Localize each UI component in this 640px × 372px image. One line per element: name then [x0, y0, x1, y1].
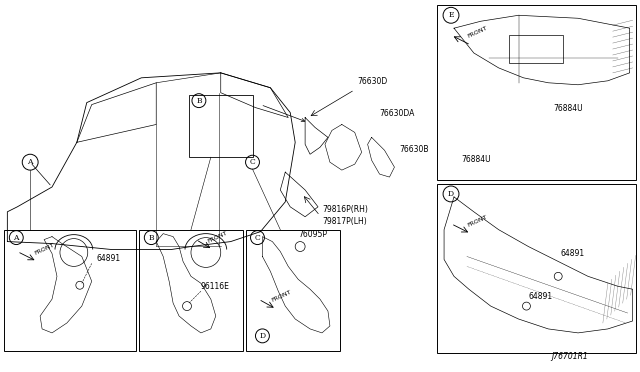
- Text: FRONT: FRONT: [207, 230, 228, 244]
- Text: B: B: [148, 234, 154, 241]
- Text: 76630B: 76630B: [399, 145, 429, 154]
- Text: J76701R1: J76701R1: [551, 352, 588, 361]
- Text: 79816P(RH): 79816P(RH): [322, 205, 368, 214]
- Bar: [437, 184, 636, 353]
- Text: FRONT: FRONT: [270, 289, 292, 303]
- Text: 76884U: 76884U: [461, 155, 491, 164]
- Text: 79817P(LH): 79817P(LH): [322, 217, 367, 226]
- Text: E: E: [448, 11, 454, 19]
- Text: 76884U: 76884U: [553, 103, 583, 113]
- Text: 96116E: 96116E: [201, 282, 230, 291]
- Bar: [246, 230, 340, 351]
- Text: C: C: [250, 158, 255, 166]
- Text: D: D: [448, 190, 454, 198]
- Text: C: C: [255, 234, 260, 241]
- Text: A: A: [28, 158, 33, 166]
- Bar: [509, 35, 563, 63]
- Text: 64891: 64891: [529, 292, 552, 301]
- Text: FRONT: FRONT: [467, 26, 488, 39]
- Text: 64891: 64891: [560, 250, 584, 259]
- Text: 76630DA: 76630DA: [380, 109, 415, 118]
- Text: A: A: [13, 234, 19, 241]
- Text: D: D: [259, 332, 266, 340]
- Text: 76630D: 76630D: [358, 77, 388, 86]
- Bar: [437, 5, 636, 180]
- Text: 64891: 64891: [97, 254, 121, 263]
- Text: FRONT: FRONT: [34, 242, 56, 256]
- Bar: [4, 230, 136, 351]
- Text: FRONT: FRONT: [467, 214, 488, 228]
- Text: B: B: [196, 97, 202, 105]
- Bar: [140, 230, 243, 351]
- Text: 76095P: 76095P: [298, 230, 327, 238]
- Bar: [189, 95, 253, 157]
